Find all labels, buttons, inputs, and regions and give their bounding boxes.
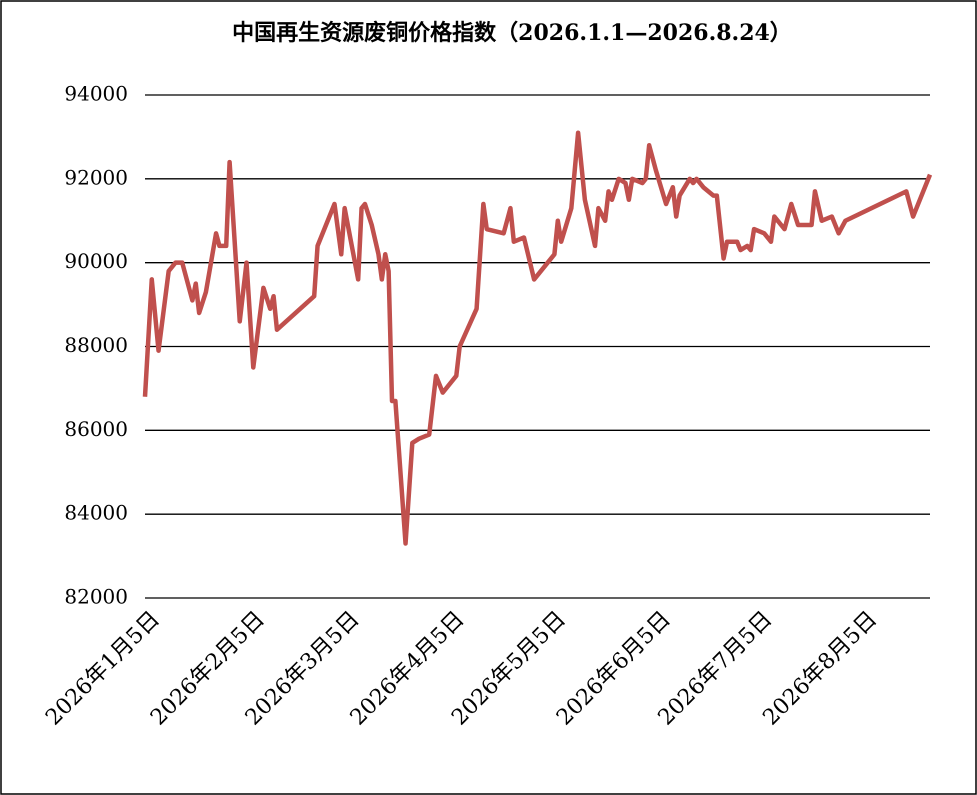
- y-tick-label: 82000: [64, 585, 128, 609]
- y-tick-label: 88000: [64, 333, 128, 357]
- y-tick-label: 90000: [64, 249, 128, 273]
- line-series: [142, 130, 933, 546]
- y-tick-label: 84000: [64, 501, 128, 525]
- y-tick-label: 86000: [64, 417, 128, 441]
- chart-title: 中国再生资源废铜价格指数（2026.1.1—2026.8.24）: [232, 20, 792, 46]
- y-tick-label: 92000: [64, 165, 128, 189]
- y-tick-label: 94000: [64, 82, 128, 106]
